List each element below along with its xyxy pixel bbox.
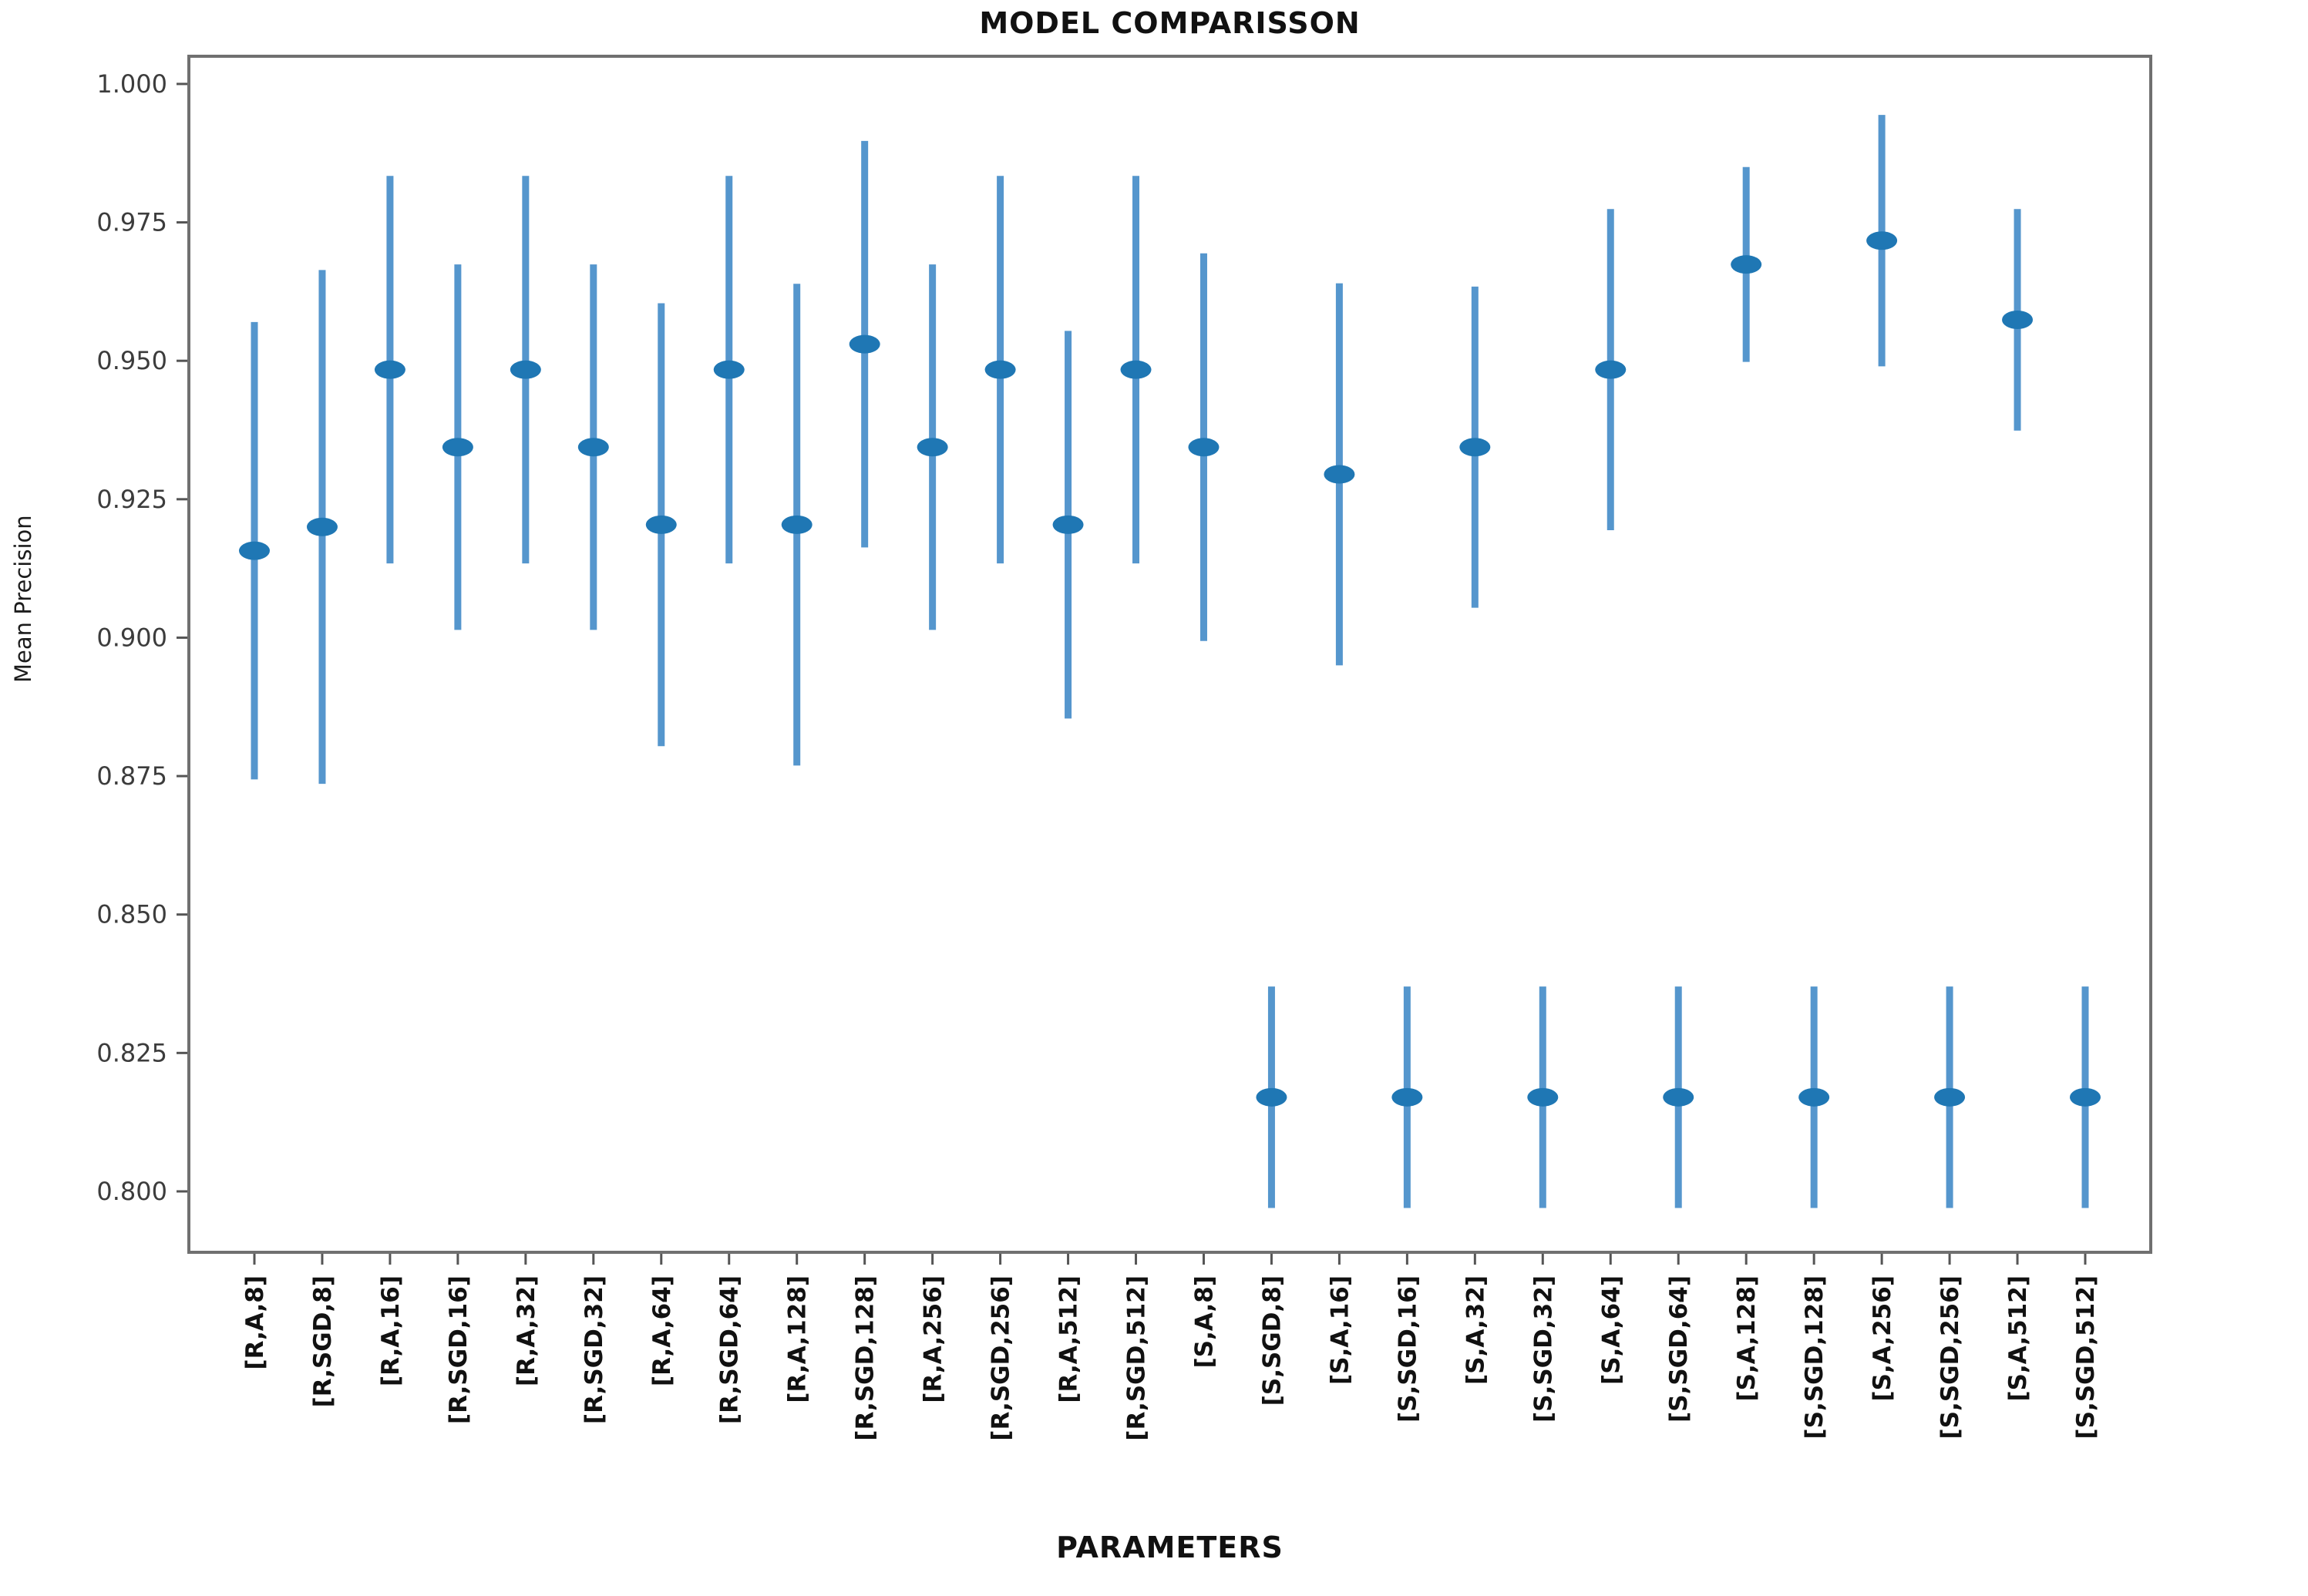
data-point-marker: [1459, 438, 1491, 457]
y-tick-label: 0.875: [96, 761, 167, 791]
x-tick-label: [R,SGD,32]: [580, 1275, 608, 1424]
data-point-marker: [374, 360, 405, 379]
data-point-marker: [2002, 311, 2034, 330]
data-point-marker: [2070, 1087, 2101, 1107]
data-point-marker: [1256, 1087, 1287, 1107]
x-tick-label: [R,SGD,16]: [445, 1275, 473, 1424]
x-tick-label: [S,SGD,32]: [1529, 1275, 1557, 1423]
data-point-marker: [984, 360, 1016, 379]
data-point-marker: [1663, 1087, 1694, 1107]
data-point-marker: [1052, 515, 1084, 534]
x-tick-label: [S,SGD,16]: [1394, 1275, 1421, 1423]
y-tick-label: 0.975: [96, 208, 167, 237]
x-tick-label: [S,A,512]: [2004, 1275, 2032, 1402]
y-tick-label: 0.825: [96, 1038, 167, 1067]
x-tick-label: [R,A,16]: [377, 1275, 405, 1386]
data-point-marker: [645, 515, 677, 534]
data-point-marker: [1391, 1087, 1423, 1107]
plot-border: [187, 55, 2152, 1254]
data-point-marker: [510, 360, 541, 379]
x-tick-label: [R,A,512]: [1055, 1275, 1083, 1403]
y-tick-label: 0.950: [96, 346, 167, 375]
data-point-marker: [306, 517, 338, 536]
data-point-marker: [1324, 465, 1355, 484]
x-tick-label: [S,A,16]: [1326, 1275, 1354, 1385]
x-tick-label: [R,A,128]: [784, 1275, 812, 1403]
data-point-marker: [1527, 1087, 1559, 1107]
x-tick-label: [R,A,64]: [648, 1275, 676, 1386]
x-tick-label: [S,A,256]: [1869, 1275, 1896, 1402]
x-tick-label: [R,SGD,8]: [309, 1275, 337, 1407]
x-tick-label: [S,A,32]: [1462, 1275, 1489, 1385]
data-point-marker: [917, 438, 948, 457]
data-point-marker: [239, 541, 270, 560]
y-tick-label: 0.925: [96, 485, 167, 514]
y-axis-title: Mean Precision: [10, 515, 36, 683]
x-tick-label: [R,SGD,64]: [716, 1275, 744, 1424]
y-tick-label: 0.800: [96, 1177, 167, 1206]
data-point-marker: [1731, 255, 1762, 274]
x-tick-label: [S,SGD,512]: [2072, 1275, 2100, 1439]
data-point-marker: [1188, 438, 1220, 457]
data-point-marker: [781, 515, 813, 534]
y-tick-label: 0.900: [96, 623, 167, 652]
x-axis-title: PARAMETERS: [1056, 1530, 1284, 1564]
data-point-marker: [713, 360, 745, 379]
x-tick-label: [S,A,64]: [1597, 1275, 1625, 1385]
x-tick-label: [R,SGD,256]: [987, 1275, 1015, 1441]
x-tick-label: [R,SGD,512]: [1123, 1275, 1151, 1441]
data-point-marker: [1120, 360, 1152, 379]
y-tick-label: 1.000: [96, 69, 167, 99]
data-point-marker: [849, 334, 880, 354]
x-tick-label: [S,A,128]: [1733, 1275, 1761, 1402]
x-tick-label: [R,SGD,128]: [852, 1275, 880, 1441]
x-tick-label: [R,A,256]: [920, 1275, 947, 1403]
data-point-marker: [1798, 1087, 1830, 1107]
data-point-marker: [1934, 1087, 1966, 1107]
x-tick-label: [R,A,32]: [513, 1275, 540, 1386]
data-point-marker: [1866, 231, 1898, 250]
x-tick-label: [S,A,8]: [1190, 1275, 1218, 1368]
data-point-marker: [1595, 360, 1627, 379]
y-tick-label: 0.850: [96, 900, 167, 929]
x-tick-label: [S,SGD,64]: [1665, 1275, 1693, 1423]
x-tick-label: [R,A,8]: [241, 1275, 269, 1369]
x-tick-label: [S,SGD,128]: [1801, 1275, 1829, 1439]
x-tick-label: [S,SGD,256]: [1936, 1275, 1964, 1439]
x-tick-label: [S,SGD,8]: [1258, 1275, 1286, 1406]
data-point-marker: [442, 438, 473, 457]
chart-title: MODEL COMPARISSON: [979, 6, 1361, 40]
data-point-marker: [577, 438, 609, 457]
